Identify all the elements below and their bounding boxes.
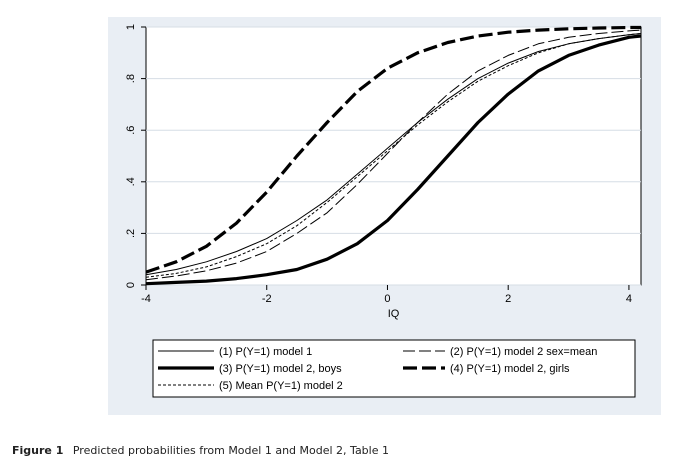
series-lines (145, 25, 642, 286)
gridlines (146, 26, 641, 286)
y-tick-label: 0 (125, 282, 137, 288)
series-line-3 (145, 34, 642, 286)
series-line-4 (145, 25, 641, 274)
x-tick-label: 2 (505, 293, 511, 305)
plot-area (145, 26, 642, 286)
chart-canvas: 0.2.4.6.81-4 -2 0 2 4 IQ (1) P(Y=1) model 1(… (125, 24, 642, 398)
series-line-5 (145, 33, 642, 278)
legend-label-2: (2) P(Y=1) model 2 sex=mean (450, 346, 597, 358)
caption-label: Figure 1 (12, 444, 64, 457)
y-tick-label: .6 (125, 126, 137, 135)
figure-panel: 0.2.4.6.8 1 -4 -2 0 2 4 IQ (1) P(Y=1) model 1(… (108, 17, 661, 415)
legend-entries: (1) P(Y=1) model 1 (2) P(Y=1) model 2 sex… (158, 346, 597, 392)
x-tick-label: -2 (262, 293, 272, 305)
axes: 0 .2 .4 .6 .8 1 -4 -2 0 2 4 (125, 24, 632, 305)
y-tick-label: .4 (125, 177, 137, 186)
series-line-2 (145, 29, 642, 281)
legend-label-1: (1) P(Y=1) model 1 (219, 346, 312, 358)
x-tick-label: -4 (141, 293, 151, 305)
legend (152, 339, 636, 398)
legend-label-5: (5) Mean P(Y=1) model 2 (219, 380, 343, 392)
legend-label-3: (3) P(Y=1) model 2, boys (219, 363, 342, 375)
x-tick-label: 0 (384, 293, 390, 305)
y-tick-label: 1 (125, 24, 137, 30)
caption-text: Predicted probabilities from Model 1 and… (72, 444, 389, 457)
x-tick-label: 4 (626, 293, 632, 305)
y-tick-label: .2 (125, 229, 137, 238)
figure-caption: Figure 1 Predicted probabilities from Mo… (12, 444, 682, 457)
x-axis-label: IQ (388, 308, 400, 320)
legend-label-4: (4) P(Y=1) model 2, girls (450, 363, 570, 375)
y-tick-label: .8 (125, 74, 137, 83)
